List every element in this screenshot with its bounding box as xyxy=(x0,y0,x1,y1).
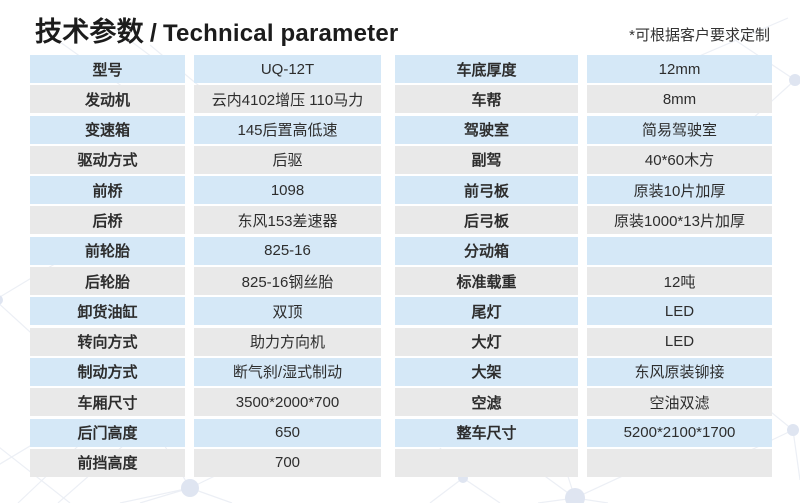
page-title: 技术参数 / Technical parameter xyxy=(35,10,398,49)
param-value-cell: UQ-12T xyxy=(194,55,381,83)
table-row: 后门高度 650 xyxy=(30,418,381,447)
table-row: 转向方式 助力方向机 xyxy=(30,327,381,356)
param-label-cell: 车厢尺寸 xyxy=(30,388,185,417)
param-label-cell: 后桥 xyxy=(30,206,185,235)
table-row: 型号 UQ-12T xyxy=(30,55,381,83)
param-label-cell: 副驾 xyxy=(395,145,578,174)
param-value-cell: 650 xyxy=(194,418,381,447)
table-row: 后弓板 原装1000*13片加厚 xyxy=(395,206,772,235)
page-title-chinese: 技术参数 xyxy=(35,17,144,47)
param-label-cell: 整车尺寸 xyxy=(395,418,578,447)
param-label-cell: 后轮胎 xyxy=(30,267,185,296)
table-row: 发动机 云内4102增压 110马力 xyxy=(30,85,381,114)
param-value-cell: 700 xyxy=(194,448,381,477)
param-value-cell: 空油双滤 xyxy=(587,388,772,417)
param-value-cell xyxy=(587,236,772,265)
table-row: 整车尺寸 5200*2100*1700 xyxy=(395,418,772,447)
param-label-cell: 前弓板 xyxy=(395,176,578,205)
table-row: 前桥 1098 xyxy=(30,176,381,205)
customization-note: *可根据客户要求定制 xyxy=(629,27,770,44)
table-row: 前弓板 原装10片加厚 xyxy=(395,176,772,205)
parameter-table-right: 车底厚度 12mm 车帮 8mm 驾驶室 简易驾驶室 副驾 40*60木方 前弓板 原装10片加厚… xyxy=(395,55,772,479)
param-label-cell: 发动机 xyxy=(30,85,185,114)
param-value-cell: 825-16钢丝胎 xyxy=(194,267,381,296)
param-value-cell: 8mm xyxy=(587,85,772,114)
param-label-cell: 车帮 xyxy=(395,85,578,114)
param-value-cell xyxy=(587,448,772,477)
param-label-cell: 型号 xyxy=(30,55,185,83)
table-row: 制动方式 断气刹/湿式制动 xyxy=(30,357,381,386)
table-row xyxy=(395,448,772,477)
param-label-cell: 后门高度 xyxy=(30,418,185,447)
param-label-cell xyxy=(395,448,578,477)
table-row: 尾灯 LED xyxy=(395,297,772,326)
param-label-cell: 前挡高度 xyxy=(30,448,185,477)
table-row: 卸货油缸 双顶 xyxy=(30,297,381,326)
param-value-cell: 云内4102增压 110马力 xyxy=(194,85,381,114)
param-value-cell: 助力方向机 xyxy=(194,327,381,356)
param-label-cell: 驾驶室 xyxy=(395,115,578,144)
param-label-cell: 后弓板 xyxy=(395,206,578,235)
param-value-cell: 原装1000*13片加厚 xyxy=(587,206,772,235)
table-row: 分动箱 xyxy=(395,236,772,265)
table-row: 车底厚度 12mm xyxy=(395,55,772,83)
table-row: 后桥 东风153差速器 xyxy=(30,206,381,235)
param-value-cell: 后驱 xyxy=(194,145,381,174)
param-value-cell: LED xyxy=(587,297,772,326)
table-row: 车帮 8mm xyxy=(395,85,772,114)
param-value-cell: 3500*2000*700 xyxy=(194,388,381,417)
param-value-cell: 145后置高低速 xyxy=(194,115,381,144)
parameter-table-left: 型号 UQ-12T 发动机 云内4102增压 110马力 变速箱 145后置高低速 驱动方式… xyxy=(30,55,381,479)
param-label-cell: 标准载重 xyxy=(395,267,578,296)
param-label-cell: 卸货油缸 xyxy=(30,297,185,326)
param-label-cell: 车底厚度 xyxy=(395,55,578,83)
param-value-cell: 原装10片加厚 xyxy=(587,176,772,205)
param-value-cell: 东风153差速器 xyxy=(194,206,381,235)
table-row: 大架 东风原装铆接 xyxy=(395,357,772,386)
param-value-cell: 5200*2100*1700 xyxy=(587,418,772,447)
table-row: 前轮胎 825-16 xyxy=(30,236,381,265)
param-value-cell: 12mm xyxy=(587,55,772,83)
table-row: 车厢尺寸 3500*2000*700 xyxy=(30,388,381,417)
page-title-english: Technical parameter xyxy=(162,20,399,47)
table-row: 标准载重 12吨 xyxy=(395,267,772,296)
param-label-cell: 尾灯 xyxy=(395,297,578,326)
param-label-cell: 转向方式 xyxy=(30,327,185,356)
param-label-cell: 变速箱 xyxy=(30,115,185,144)
param-value-cell: 简易驾驶室 xyxy=(587,115,772,144)
param-label-cell: 驱动方式 xyxy=(30,145,185,174)
param-value-cell: 40*60木方 xyxy=(587,145,772,174)
param-label-cell: 前轮胎 xyxy=(30,236,185,265)
param-value-cell: LED xyxy=(587,327,772,356)
param-value-cell: 东风原装铆接 xyxy=(587,357,772,386)
table-row: 空滤 空油双滤 xyxy=(395,388,772,417)
param-label-cell: 空滤 xyxy=(395,388,578,417)
table-row: 驾驶室 简易驾驶室 xyxy=(395,115,772,144)
param-value-cell: 断气刹/湿式制动 xyxy=(194,357,381,386)
table-row: 大灯 LED xyxy=(395,327,772,356)
param-label-cell: 大灯 xyxy=(395,327,578,356)
param-value-cell: 825-16 xyxy=(194,236,381,265)
table-row: 前挡高度 700 xyxy=(30,448,381,477)
param-value-cell: 双顶 xyxy=(194,297,381,326)
page-title-separator: / xyxy=(149,19,157,47)
table-row: 后轮胎 825-16钢丝胎 xyxy=(30,267,381,296)
table-row: 副驾 40*60木方 xyxy=(395,145,772,174)
table-row: 变速箱 145后置高低速 xyxy=(30,115,381,144)
param-label-cell: 分动箱 xyxy=(395,236,578,265)
param-label-cell: 制动方式 xyxy=(30,357,185,386)
param-value-cell: 12吨 xyxy=(587,267,772,296)
param-label-cell: 前桥 xyxy=(30,176,185,205)
table-row: 驱动方式 后驱 xyxy=(30,145,381,174)
param-value-cell: 1098 xyxy=(194,176,381,205)
param-label-cell: 大架 xyxy=(395,357,578,386)
